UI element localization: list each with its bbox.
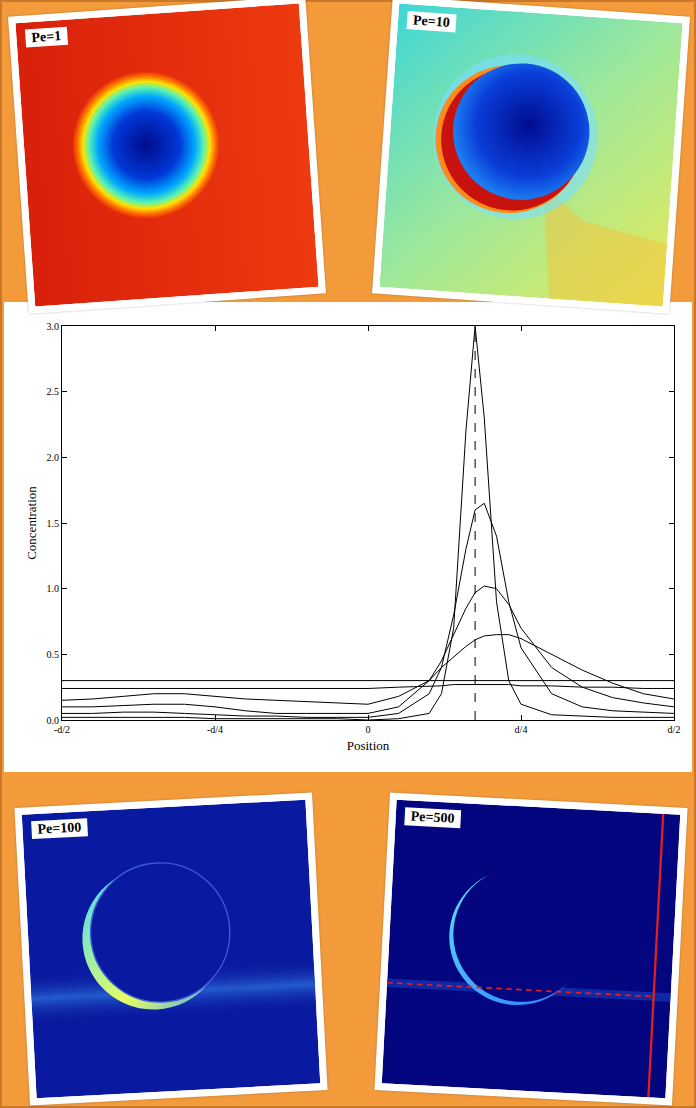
html-text:Pe=10: Pe=10 <box>412 12 451 30</box>
svg-text:-d/2: -d/2 <box>54 724 70 735</box>
svg-text:Concentration: Concentration <box>24 486 39 560</box>
svg-text:2.0: 2.0 <box>47 452 60 463</box>
html-text:Pe=100: Pe=100 <box>37 819 82 837</box>
svg-text:d/2: d/2 <box>668 724 681 735</box>
svg-text:2.5: 2.5 <box>47 386 60 397</box>
html-text:Pe=500: Pe=500 <box>410 808 455 826</box>
svg-text:1.5: 1.5 <box>47 518 60 529</box>
svg-text:-d/4: -d/4 <box>207 724 223 735</box>
html-text:Pe=1: Pe=1 <box>31 28 62 46</box>
svg-text:0: 0 <box>366 724 371 735</box>
svg-text:Position: Position <box>347 738 390 753</box>
svg-text:0.5: 0.5 <box>47 649 60 660</box>
svg-text:d/4: d/4 <box>515 724 528 735</box>
svg-text:3.0: 3.0 <box>47 321 60 332</box>
svg-text:1.0: 1.0 <box>47 583 60 594</box>
svg-text:0.0: 0.0 <box>47 715 60 726</box>
